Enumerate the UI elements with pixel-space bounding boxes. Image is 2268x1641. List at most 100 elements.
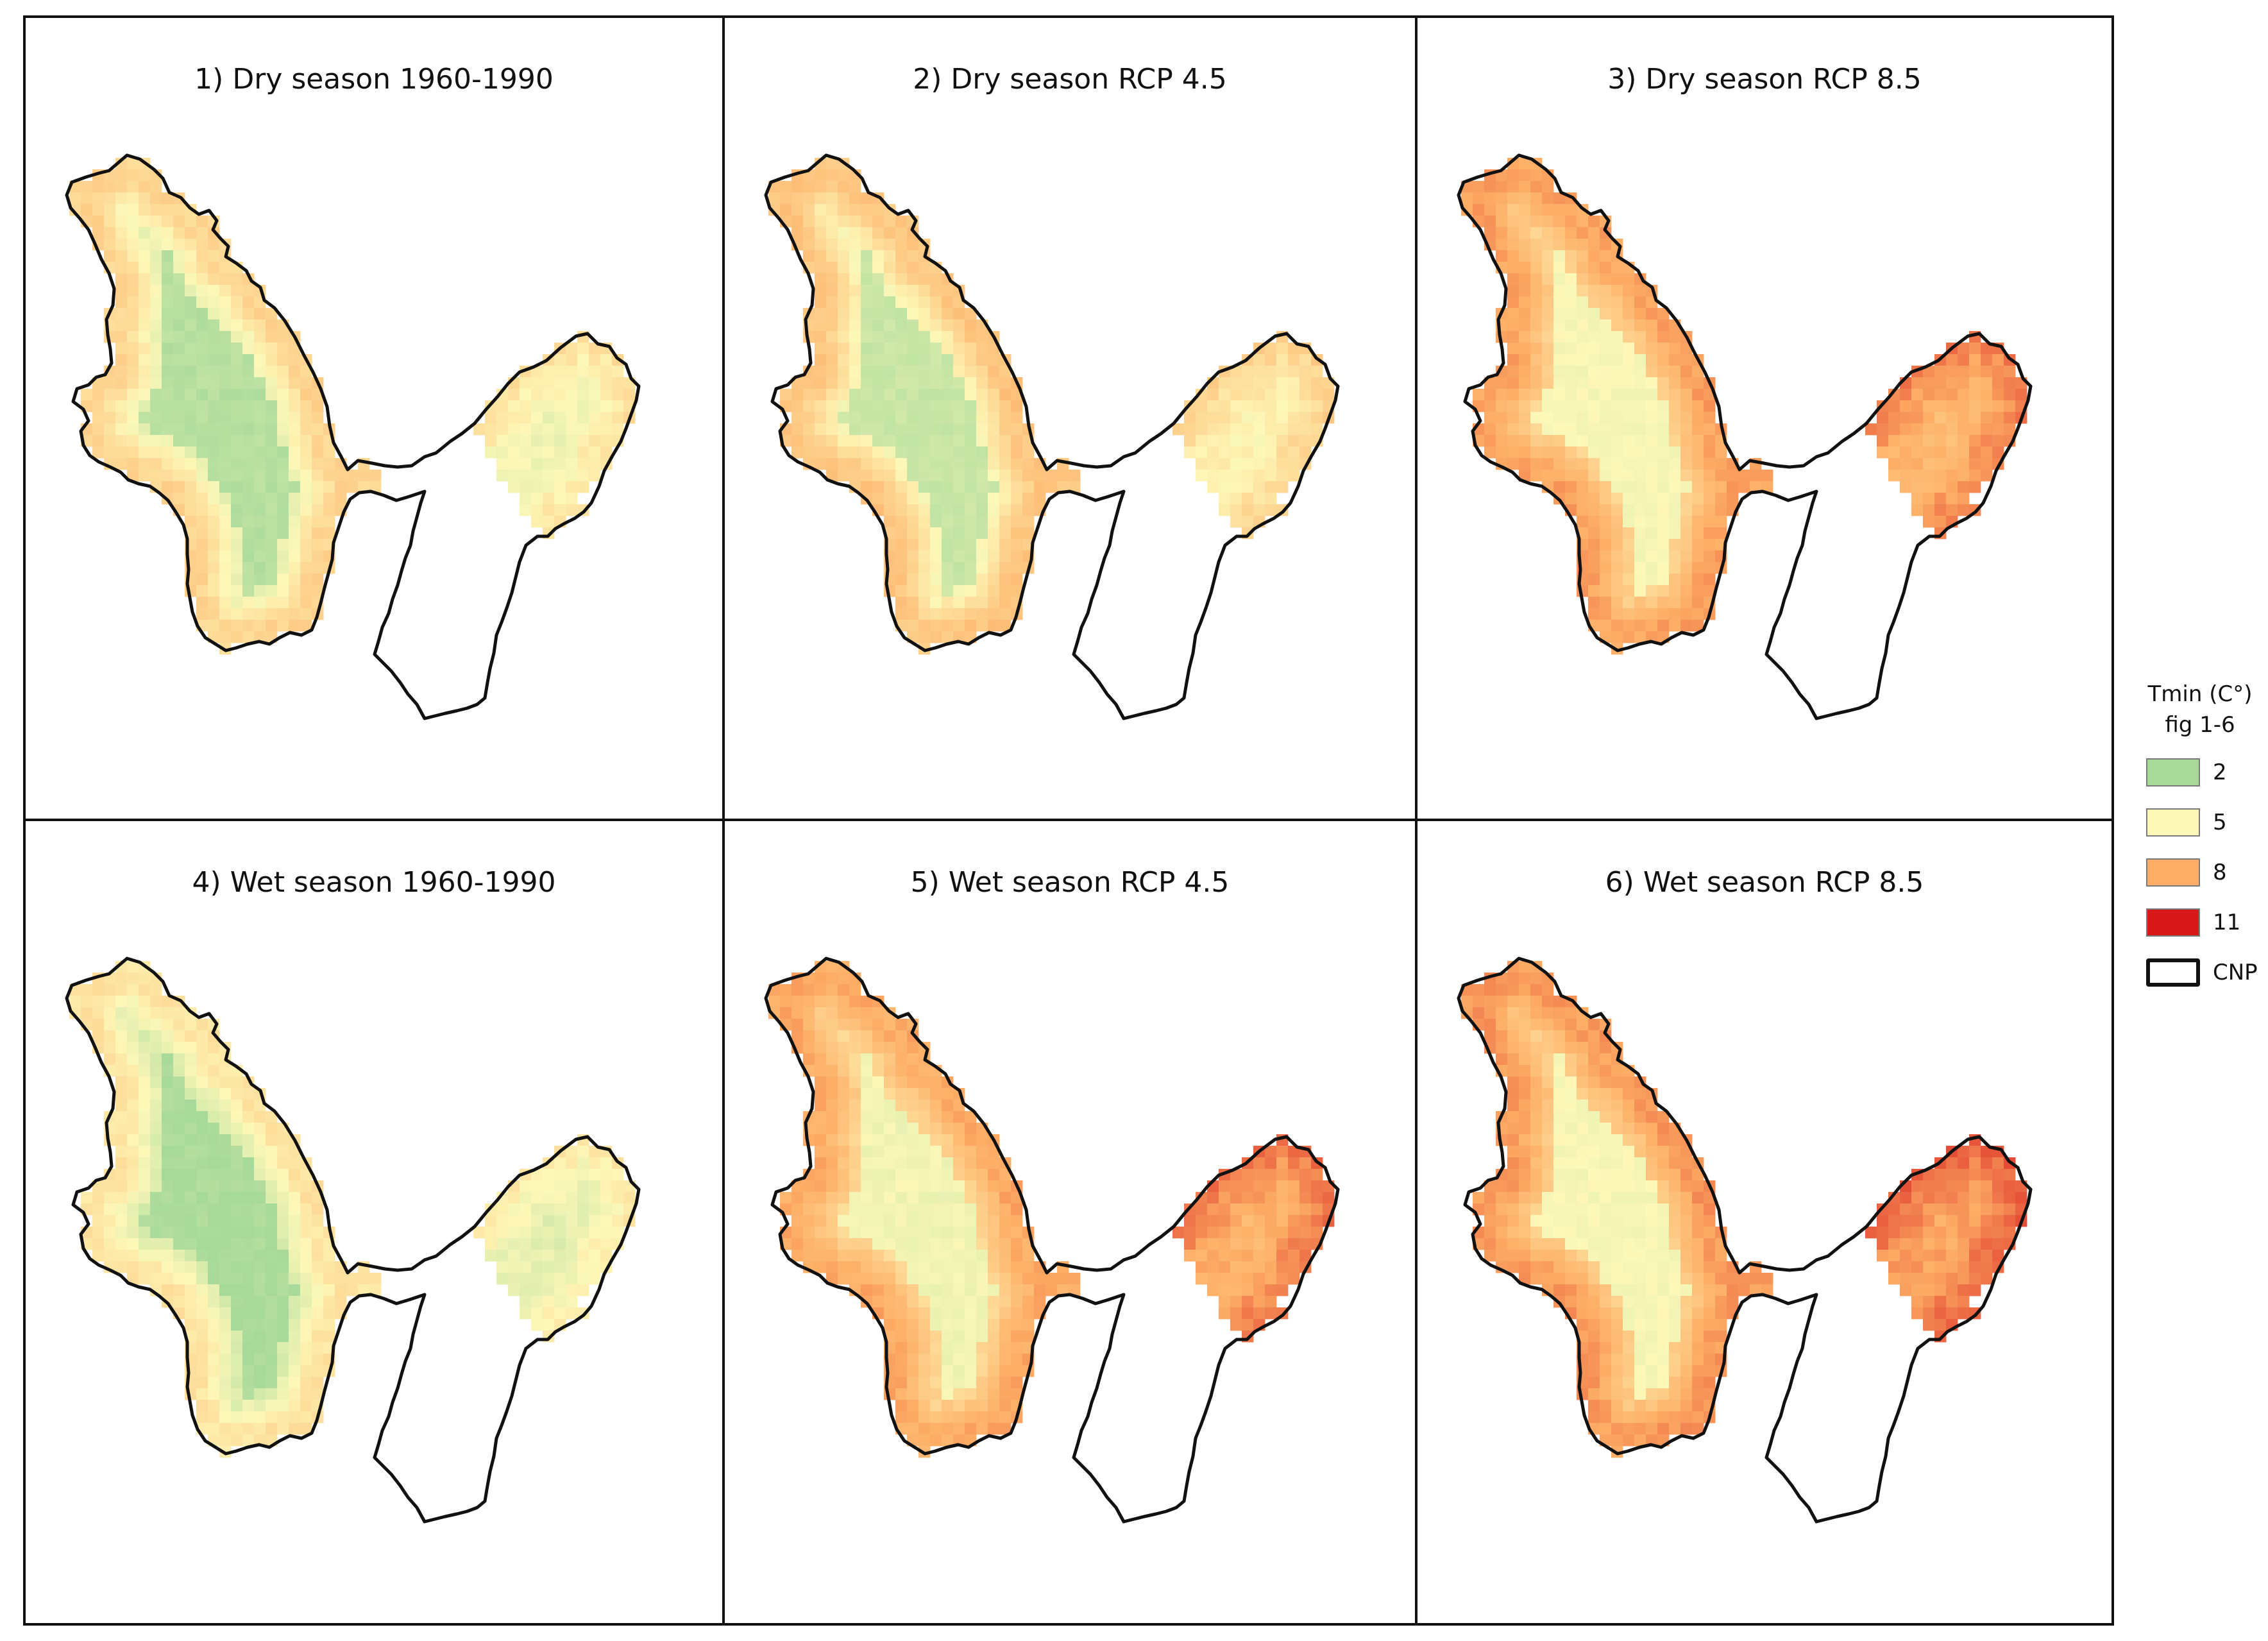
raster-cell (139, 204, 151, 216)
raster-cell (1577, 435, 1589, 447)
raster-cell (1196, 470, 1208, 482)
raster-cell (127, 366, 139, 378)
raster-cell (185, 435, 197, 447)
raster-cell (150, 216, 162, 228)
raster-cell (1692, 366, 1704, 378)
raster-cell (1946, 423, 1958, 436)
raster-cell (872, 493, 884, 505)
raster-cell (907, 296, 919, 309)
raster-cell (815, 412, 827, 424)
raster-cell (254, 1388, 266, 1400)
raster-cell (1704, 400, 1716, 412)
raster-cell (1623, 1331, 1635, 1343)
raster-cell (815, 435, 827, 447)
raster-cell (988, 1354, 1000, 1366)
raster-cell (918, 585, 931, 597)
raster-cell (300, 585, 312, 597)
raster-cell (965, 1146, 977, 1158)
raster-cell (300, 366, 312, 378)
raster-cell (1473, 996, 1485, 1008)
raster-cell (849, 1146, 861, 1158)
raster-cell (965, 1400, 977, 1412)
raster-cell (1242, 458, 1254, 470)
raster-cell (300, 1342, 312, 1354)
raster-cell (531, 1203, 543, 1216)
raster-cell (895, 273, 908, 285)
raster-cell (942, 1134, 954, 1146)
raster-cell (884, 389, 896, 401)
raster-cell (1577, 516, 1589, 528)
raster-cell (1611, 446, 1623, 459)
raster-cell (942, 1400, 954, 1412)
raster-cell (895, 1088, 908, 1100)
raster-cell (1934, 1180, 1947, 1193)
raster-cell (277, 423, 289, 436)
raster-cell (988, 1296, 1000, 1308)
raster-cell (277, 1354, 289, 1366)
raster-cell (1669, 400, 1681, 412)
raster-cell (266, 1123, 278, 1135)
raster-cell (1704, 446, 1716, 459)
raster-cell (266, 493, 278, 505)
raster-cell (300, 1227, 312, 1239)
raster-cell (150, 239, 162, 251)
raster-cell (242, 550, 255, 563)
raster-cell (861, 458, 873, 470)
raster-cell (953, 400, 965, 412)
raster-cell (1542, 1019, 1554, 1031)
raster-cell (1553, 412, 1566, 424)
raster-cell (1542, 984, 1554, 996)
raster-cell (115, 1227, 128, 1239)
raster-cell (895, 1388, 908, 1400)
raster-cell (554, 458, 566, 470)
raster-cell (219, 574, 232, 586)
raster-cell (162, 354, 174, 366)
raster-cell (1981, 1261, 1993, 1273)
raster-cell (1542, 1030, 1554, 1042)
raster-cell (1011, 1331, 1023, 1343)
raster-cell (1969, 1261, 1981, 1273)
raster-cell (1992, 1192, 2004, 1204)
raster-cell (219, 1434, 232, 1447)
raster-cell (1530, 262, 1543, 274)
raster-cell (150, 1215, 162, 1227)
raster-cell (589, 389, 601, 401)
raster-cell (768, 192, 781, 205)
raster-cell (1496, 1192, 1508, 1204)
raster-cell (988, 516, 1000, 528)
raster-cell (2015, 1192, 2027, 1204)
raster-cell (1888, 470, 1900, 482)
raster-cell (162, 227, 174, 239)
raster-cell (872, 204, 884, 216)
raster-cell (496, 389, 509, 401)
raster-cell (1577, 1261, 1589, 1273)
raster-cell (1646, 377, 1658, 389)
raster-cell (942, 1238, 954, 1250)
raster-cell (895, 1065, 908, 1077)
raster-cell (884, 1238, 896, 1250)
raster-cell (965, 597, 977, 609)
raster-cell (254, 1400, 266, 1412)
raster-cell (1877, 412, 1889, 424)
raster-cell (139, 435, 151, 447)
raster-cell (953, 585, 965, 597)
raster-cell (139, 319, 151, 332)
raster-cell (277, 1261, 289, 1273)
raster-cell (162, 308, 174, 320)
raster-cell (289, 1411, 301, 1424)
raster-cell (289, 1342, 301, 1354)
raster-cell (162, 481, 174, 493)
raster-cell (1646, 1192, 1658, 1204)
raster-cell (1727, 1273, 1739, 1285)
raster-cell (115, 973, 128, 985)
raster-cell (838, 389, 850, 401)
raster-cell (976, 1180, 988, 1193)
raster-cell (1022, 1273, 1035, 1285)
raster-cell (162, 1146, 174, 1158)
raster-cell (254, 585, 266, 597)
raster-cell (566, 1215, 578, 1227)
raster-cell (872, 319, 884, 332)
raster-cell (508, 1261, 520, 1273)
raster-cell (242, 481, 255, 493)
raster-cell (768, 996, 781, 1008)
